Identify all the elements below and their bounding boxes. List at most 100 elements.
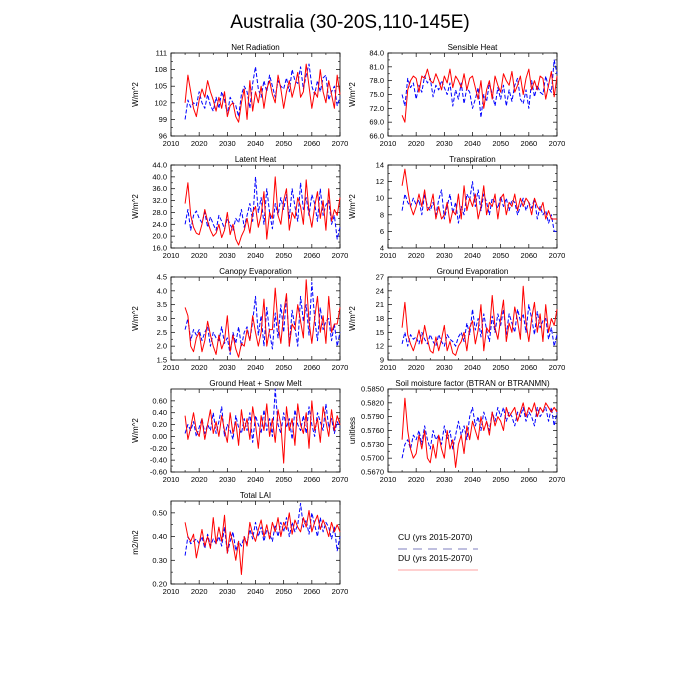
y-tick-label: 40.0	[152, 172, 167, 181]
y-tick-label: 105	[154, 82, 167, 91]
y-tick-label: 0.20	[152, 580, 167, 589]
series-line-du	[401, 168, 557, 224]
series-line-du	[401, 68, 558, 123]
y-axis-label: W/m^2	[131, 194, 140, 219]
x-tick-label: 2020	[191, 251, 208, 260]
series-line-du	[401, 285, 558, 356]
y-tick-label: 108	[154, 65, 167, 74]
y-tick-label: 0.5700	[361, 454, 384, 463]
y-tick-label: 36.0	[152, 184, 167, 193]
y-tick-label: 0.5820	[361, 398, 384, 407]
x-tick-label: 2060	[520, 475, 537, 484]
y-tick-label: 4.0	[157, 286, 167, 295]
y-tick-label: 72.0	[369, 104, 384, 113]
y-axis-label: unitless	[348, 417, 357, 444]
y-tick-label: 0.5760	[361, 426, 384, 435]
y-tick-label: 84.0	[369, 49, 384, 58]
x-tick-label: 2040	[247, 251, 264, 260]
x-tick-label: 2070	[332, 587, 349, 596]
figure-title: Australia (30-20S,110-145E)	[230, 12, 469, 33]
x-tick-label: 2020	[408, 139, 425, 148]
x-tick-label: 2020	[191, 475, 208, 484]
y-tick-label: 21	[376, 300, 384, 309]
panel-6: Ground Evaporation W/m^2 2010 2020 2030 2040 2…	[348, 267, 565, 372]
plot-frame	[170, 500, 341, 585]
x-tick-label: 2060	[303, 251, 320, 260]
x-tick-label: 2010	[380, 139, 397, 148]
y-tick-label: 27	[376, 273, 384, 282]
panel-title: Soil moisture factor (BTRAN or BTRANMN)	[395, 379, 550, 388]
series-line-du	[184, 400, 341, 464]
y-tick-label: 102	[154, 98, 167, 107]
y-tick-label: 2.0	[157, 342, 167, 351]
y-tick-label: 66.0	[369, 132, 384, 141]
x-tick-label: 2020	[191, 587, 208, 596]
x-tick-label: 2050	[492, 475, 509, 484]
x-tick-label: 2050	[275, 139, 292, 148]
panel-3: Latent Heat W/m^2 2010 2020 2030 2040 2050 2060…	[131, 155, 348, 260]
x-tick-label: 2010	[380, 251, 397, 260]
x-tick-label: 2060	[520, 363, 537, 372]
y-axis-label: W/m^2	[348, 82, 357, 107]
series-line-cu	[401, 181, 557, 232]
y-tick-label: 69.0	[369, 118, 384, 127]
panel-title: Net Radiation	[231, 43, 279, 52]
x-tick-label: 2060	[520, 251, 537, 260]
y-tick-label: 16.0	[152, 244, 167, 253]
panel-5: Canopy Evaporation W/m^2 2010 2020 2030 2040 2…	[131, 267, 348, 372]
panels: Net Radiation W/m^2 2010 2020 2030 2040 2050 20…	[131, 43, 565, 596]
x-tick-label: 2030	[436, 251, 453, 260]
x-tick-label: 2040	[464, 475, 481, 484]
x-tick-label: 2070	[549, 251, 566, 260]
x-tick-label: 2040	[464, 251, 481, 260]
y-tick-label: 2.5	[157, 328, 167, 337]
y-tick-label: 6	[380, 227, 384, 236]
x-tick-label: 2020	[408, 475, 425, 484]
x-tick-label: 2060	[303, 587, 320, 596]
x-tick-label: 2010	[163, 363, 180, 372]
panel-2: Sensible Heat W/m^2 2010 2020 2030 2040 2050 20…	[348, 43, 565, 148]
y-tick-label: 28.0	[152, 208, 167, 217]
x-tick-label: 2050	[275, 363, 292, 372]
panel-title: Transpiration	[449, 155, 495, 164]
y-tick-label: 0.5850	[361, 385, 384, 394]
panel-title: Total LAI	[240, 491, 271, 500]
x-tick-label: 2070	[332, 475, 349, 484]
legend-label-cu: CU (yrs 2015-2070)	[398, 532, 473, 542]
x-tick-label: 2070	[332, 139, 349, 148]
y-tick-label: 75.0	[369, 90, 384, 99]
x-tick-label: 2040	[464, 363, 481, 372]
series-line-cu	[401, 304, 558, 347]
y-tick-label: 20.0	[152, 232, 167, 241]
plot-frame	[387, 52, 558, 137]
y-tick-label: 96	[159, 132, 167, 141]
y-axis-label: W/m^2	[348, 194, 357, 219]
panel-title: Sensible Heat	[448, 43, 499, 52]
series-line-du	[184, 509, 341, 576]
y-tick-label: 15	[376, 328, 384, 337]
y-tick-label: 3.5	[157, 300, 167, 309]
y-tick-label: 0.5790	[361, 412, 384, 421]
x-tick-label: 2040	[247, 363, 264, 372]
panel-1: Net Radiation W/m^2 2010 2020 2030 2040 2050 20…	[131, 43, 348, 148]
series-line-cu	[184, 282, 341, 355]
panel-title: Ground Evaporation	[437, 267, 509, 276]
panel-8: Soil moisture factor (BTRAN or BTRANMN) u…	[348, 379, 565, 484]
panel-9: Total LAI m2/m2 2010 2020 2030 2040 2050 2060 20…	[131, 491, 348, 596]
y-tick-label: -0.60	[150, 468, 167, 477]
x-tick-label: 2050	[275, 475, 292, 484]
series-line-du	[184, 176, 341, 246]
y-tick-label: 81.0	[369, 62, 384, 71]
panel-title: Canopy Evaporation	[219, 267, 292, 276]
x-tick-label: 2030	[436, 475, 453, 484]
y-tick-label: 24.0	[152, 220, 167, 229]
y-tick-label: 8	[380, 210, 384, 219]
y-tick-label: 111	[156, 49, 167, 58]
x-tick-label: 2070	[549, 475, 566, 484]
y-tick-label: 0.40	[152, 532, 167, 541]
y-tick-label: 4	[380, 244, 384, 253]
series-line-cu	[184, 176, 341, 240]
x-tick-label: 2050	[492, 363, 509, 372]
x-tick-label: 2050	[492, 139, 509, 148]
x-tick-label: 2070	[549, 139, 566, 148]
